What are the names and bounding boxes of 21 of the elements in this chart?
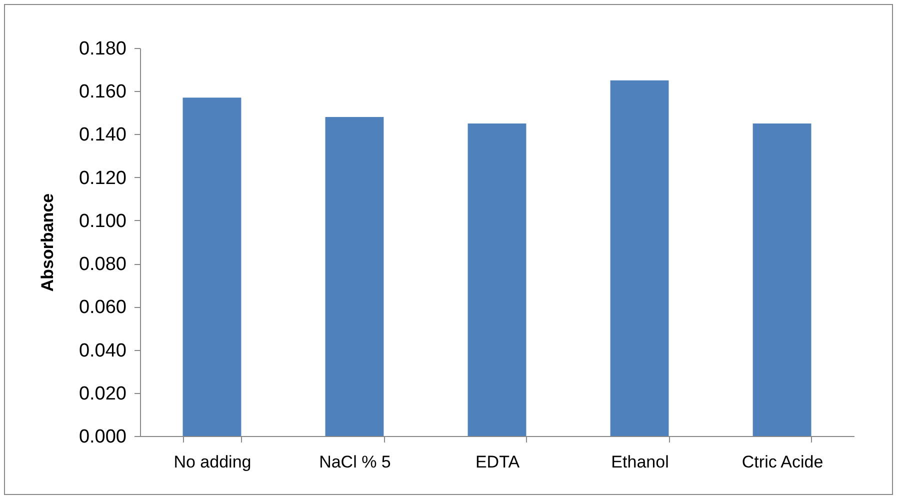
- bar: [610, 80, 669, 436]
- y-tick-label: 0.060: [78, 297, 126, 318]
- bar: [182, 98, 242, 436]
- x-tick-label: Ctric Acide: [742, 452, 824, 472]
- y-tick-label: 0.160: [78, 82, 126, 103]
- y-tick-label: 0.000: [78, 426, 126, 448]
- x-tick-label: NaCl % 5: [319, 452, 391, 472]
- y-tick-label: 0.120: [78, 168, 126, 189]
- y-tick-label: 0.100: [78, 210, 126, 232]
- x-tick-label: EDTA: [475, 452, 520, 472]
- y-tick-label: 0.180: [78, 38, 126, 60]
- y-axis-title: Absorbance: [38, 193, 57, 292]
- y-tick-label: 0.020: [78, 383, 126, 404]
- bar: [325, 116, 384, 436]
- bar: [752, 123, 812, 436]
- bar: [468, 123, 526, 436]
- y-tick-label: 0.140: [78, 124, 126, 146]
- x-tick-label: Ethanol: [611, 452, 669, 472]
- x-tick-label: No adding: [174, 452, 252, 472]
- y-tick-label: 0.040: [78, 340, 126, 362]
- y-tick-label: 0.080: [78, 254, 126, 276]
